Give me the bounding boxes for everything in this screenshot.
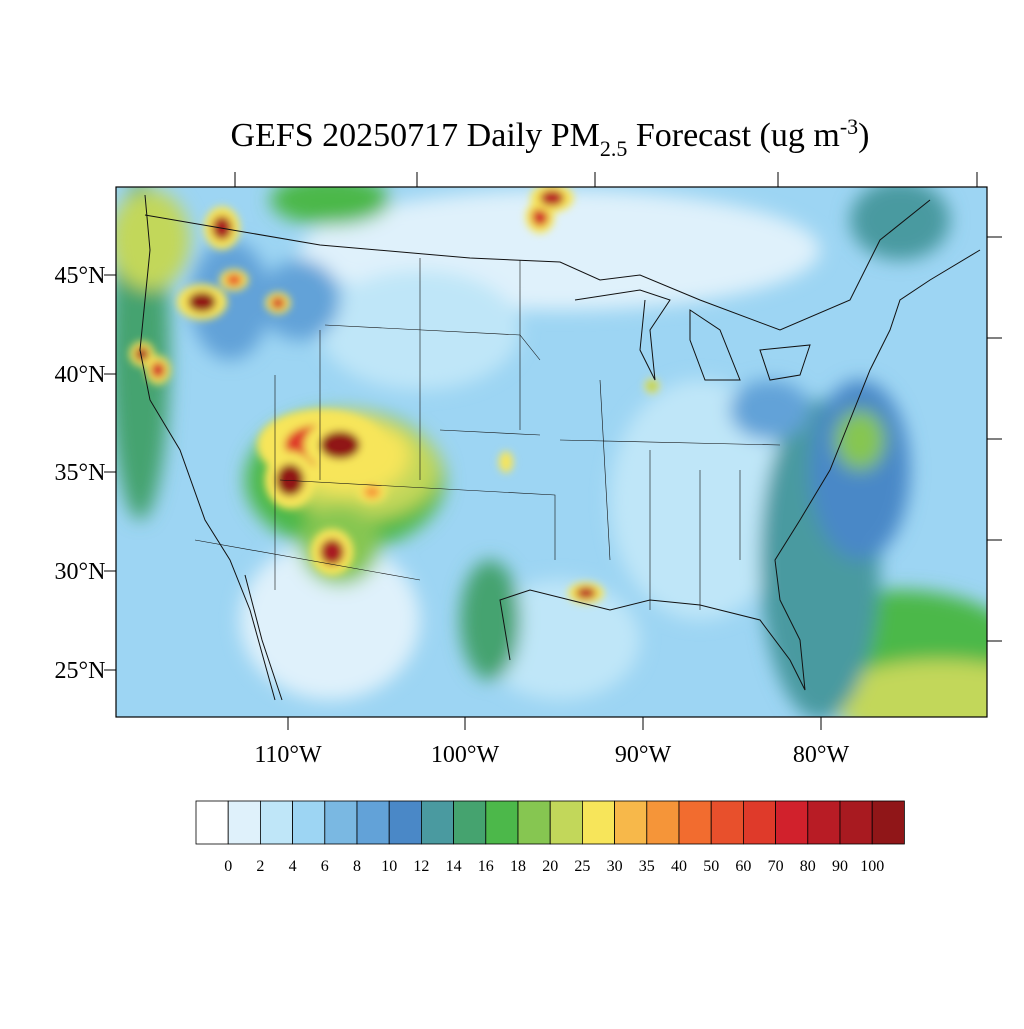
border	[144, 199, 931, 331]
hotspots	[129, 187, 660, 604]
field-blob	[460, 560, 520, 680]
state-lines	[194, 258, 781, 610]
colorbar-box	[775, 800, 809, 845]
colorbar-label: 14	[446, 858, 462, 875]
colorbar-label: 100	[860, 858, 884, 875]
title-sub: 2.5	[600, 136, 628, 161]
lat-label: 30°N	[55, 559, 106, 585]
colorbar-label: 70	[768, 858, 784, 875]
field-blob	[240, 540, 420, 700]
colorbar-box	[614, 800, 648, 845]
field-blob	[260, 260, 340, 340]
title: GEFS 20250717 Daily PM2.5 Forecast (ug m…	[231, 114, 870, 161]
colorbar-label: 8	[353, 858, 361, 875]
colorbar-label: 50	[703, 858, 719, 875]
colorbar-label: 40	[671, 858, 687, 875]
colorbar-box	[582, 800, 616, 845]
colorbar-label: 6	[321, 858, 329, 875]
colorbar-box	[324, 800, 358, 845]
colorbar-box	[420, 800, 454, 845]
colorbar-label: 2	[256, 858, 264, 875]
colorbar-label: 60	[735, 858, 751, 875]
hotspot-core	[364, 486, 380, 498]
colorbar-label: 90	[832, 858, 848, 875]
concentration-field	[116, 187, 987, 717]
great-lakes	[574, 289, 811, 381]
colorbar-box	[259, 800, 293, 845]
lat-label: 35°N	[55, 460, 106, 486]
field-blob	[480, 580, 640, 700]
hotspot-core	[540, 190, 564, 206]
hotspot-core	[532, 208, 548, 226]
colorbar-box	[517, 800, 551, 845]
lon-label: 80°W	[793, 742, 850, 768]
lon-label: 110°W	[254, 742, 322, 768]
hotspot-core	[135, 347, 149, 361]
lon-label: 90°W	[615, 742, 672, 768]
colorbar-label: 10	[381, 858, 397, 875]
colorbar-label: 20	[542, 858, 558, 875]
title-main: GEFS 20250717 Daily PM	[231, 117, 600, 154]
title-rest: Forecast (ug m	[627, 117, 839, 154]
field-blob	[270, 187, 390, 225]
colorbar-box	[871, 800, 905, 845]
hotspot-core	[226, 274, 242, 286]
colorbar-label: 30	[607, 858, 623, 875]
hotspot-core	[576, 587, 596, 599]
map-frame	[115, 186, 988, 718]
colorbar-box	[453, 800, 487, 845]
title-end: )	[858, 117, 869, 154]
colorbar-box	[678, 800, 712, 845]
hotspot-core	[188, 292, 216, 312]
field-blobs	[116, 187, 987, 717]
colorbar-label: 35	[639, 858, 655, 875]
colorbar-box	[388, 800, 422, 845]
lat-label: 45°N	[55, 263, 106, 289]
hotspot-core	[271, 297, 285, 309]
hotspot-core	[648, 382, 656, 390]
colorbar-label: 25	[574, 858, 590, 875]
lat-label: 40°N	[55, 362, 106, 388]
lat-label: 25°N	[55, 658, 106, 684]
colorbar-label: 0	[224, 858, 232, 875]
field-blob	[850, 187, 950, 260]
colorbar-label: 18	[510, 858, 526, 875]
field-blob	[830, 660, 987, 717]
coastline	[139, 194, 981, 701]
hotspot-core	[320, 539, 344, 565]
hotspot-core	[320, 431, 360, 459]
lon-label: 100°W	[431, 742, 500, 768]
colorbar-label: 12	[413, 858, 429, 875]
colorbar-label: 16	[478, 858, 494, 875]
field-blob	[116, 190, 190, 290]
boundaries	[139, 194, 981, 701]
field-blob	[730, 380, 810, 440]
colorbar-box	[549, 800, 583, 845]
hotspot-core	[276, 464, 304, 496]
colorbar-label: 4	[289, 858, 297, 875]
colorbar-box	[710, 800, 744, 845]
field-blob	[190, 240, 270, 360]
colorbar-box	[292, 800, 326, 845]
title-sup: -3	[840, 114, 858, 139]
colorbar-box	[485, 800, 519, 845]
colorbar-box	[195, 800, 229, 845]
colorbar-box	[839, 800, 873, 845]
colorbar-label: 80	[800, 858, 816, 875]
colorbar-box	[646, 800, 680, 845]
colorbar-box	[227, 800, 261, 845]
hotspot-core	[502, 456, 510, 468]
colorbar-box	[356, 800, 390, 845]
colorbar-box	[743, 800, 777, 845]
colorbar-box	[807, 800, 841, 845]
hotspot-core	[151, 362, 165, 378]
